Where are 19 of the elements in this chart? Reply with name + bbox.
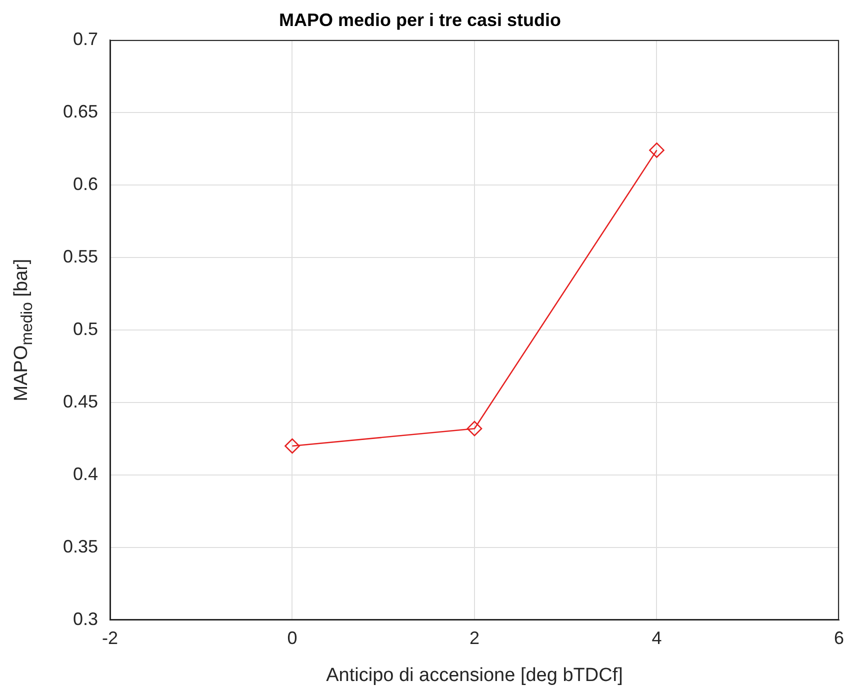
point	[649, 142, 664, 158]
y-tick-label: 0.45	[62, 391, 98, 412]
point	[466, 420, 482, 436]
x-tick-label: 2	[469, 628, 480, 648]
point	[284, 438, 300, 454]
x-axis-title: Anticipo di accensione [deg bTDCf]	[326, 664, 623, 686]
y-tick-label: 0.65	[62, 101, 98, 122]
chart-title: MAPO medio per i tre casi studio	[278, 10, 562, 30]
y-tick-label: 0.5	[72, 318, 98, 339]
y-tick-label: 0.4	[72, 464, 98, 484]
y-tick-label: 0.6	[72, 174, 98, 194]
x-tick-label: 4	[652, 628, 662, 648]
y-tick-label: 0.55	[62, 246, 98, 266]
y-tick-label: 0.3	[72, 608, 98, 629]
y-tick-label: 0.35	[62, 536, 98, 556]
y-tick-label: 0.7	[72, 28, 98, 49]
x-tick-label: -2	[102, 628, 118, 648]
x-tick-label: 6	[834, 628, 844, 648]
x-tick-label: 0	[287, 628, 298, 648]
